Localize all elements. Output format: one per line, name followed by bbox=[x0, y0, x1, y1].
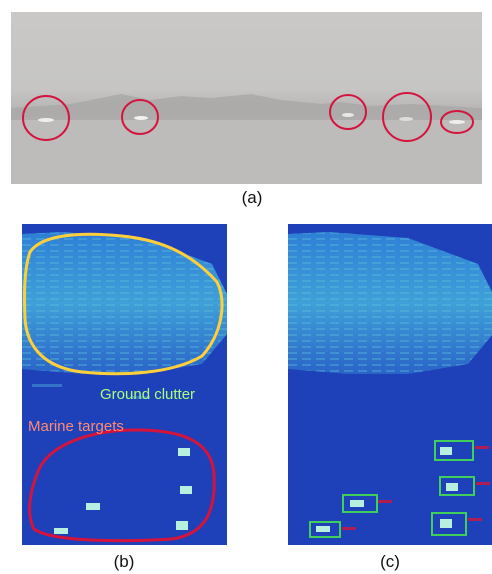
marine-target-5 bbox=[54, 528, 68, 534]
detection-score-mark bbox=[342, 527, 356, 530]
ship-circle-2 bbox=[121, 99, 159, 135]
ship-circle-3 bbox=[329, 94, 367, 130]
marine-target-4 bbox=[440, 519, 452, 528]
ship-circle-4 bbox=[382, 92, 432, 142]
detection-score-mark bbox=[468, 518, 482, 521]
radar-panel-b bbox=[22, 224, 227, 545]
detection-score-mark bbox=[378, 500, 392, 503]
detection-box-4 bbox=[431, 512, 467, 536]
detection-score-mark bbox=[476, 482, 490, 485]
marine-targets-outline bbox=[28, 428, 216, 543]
ground-clutter-texture bbox=[22, 232, 227, 374]
marine-target-3 bbox=[86, 503, 100, 510]
marine-targets-label: Marine targets bbox=[28, 418, 124, 435]
caption-a: (a) bbox=[241, 188, 263, 207]
caption-b: (b) bbox=[113, 552, 135, 571]
distant-mountains bbox=[11, 94, 482, 122]
detection-box-5 bbox=[309, 521, 341, 538]
ship-1 bbox=[38, 118, 54, 122]
detection-box-2 bbox=[439, 476, 475, 496]
clutter-streak bbox=[132, 396, 150, 399]
ship-5 bbox=[449, 120, 465, 124]
caption-c: (c) bbox=[380, 552, 400, 571]
radar-graphic-c bbox=[288, 224, 492, 545]
marine-target-5 bbox=[316, 526, 330, 532]
photo-sea-graphic bbox=[11, 92, 482, 184]
radar-panel-c bbox=[288, 224, 492, 545]
ship-circle-1 bbox=[22, 95, 70, 141]
photo-sea-panel bbox=[11, 12, 482, 184]
ground-clutter-outline bbox=[23, 232, 224, 376]
ground-clutter-label: Ground clutter bbox=[100, 386, 196, 403]
marine-target-1 bbox=[178, 448, 190, 456]
marine-target-3 bbox=[350, 500, 364, 507]
marine-target-4 bbox=[176, 521, 188, 530]
detection-box-1 bbox=[434, 440, 474, 461]
ship-4 bbox=[399, 117, 413, 121]
clutter-streak bbox=[32, 384, 62, 387]
ship-3 bbox=[342, 113, 354, 117]
sea-surface bbox=[11, 120, 482, 184]
ship-circle-5 bbox=[440, 110, 474, 134]
radar-graphic-b bbox=[22, 224, 227, 545]
marine-target-1 bbox=[440, 447, 452, 455]
marine-target-2 bbox=[180, 486, 192, 494]
ground-clutter-texture bbox=[288, 232, 492, 374]
detection-score-mark bbox=[475, 446, 489, 449]
marine-target-2 bbox=[446, 483, 458, 491]
detection-box-3 bbox=[342, 494, 378, 513]
ship-2 bbox=[134, 116, 148, 120]
